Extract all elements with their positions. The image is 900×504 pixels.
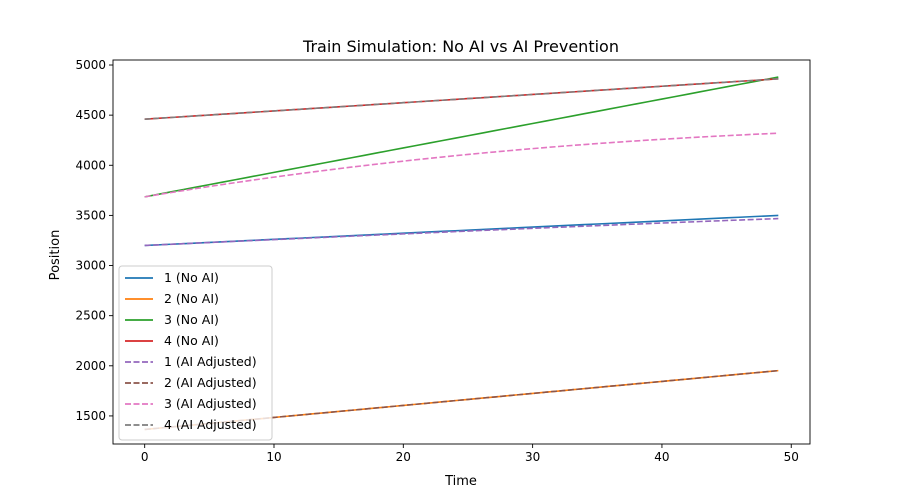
series-line-5 <box>144 217 779 247</box>
legend-label-3: 3 (No AI) <box>164 312 219 327</box>
y-tick-label: 3000 <box>75 259 106 273</box>
y-tick-label: 5000 <box>75 58 106 72</box>
y-tick-label: 2500 <box>75 309 106 323</box>
axes: 0 10 20 30 40 50 1500 2000 2500 3000 3500 4000 4500 5… <box>75 58 811 464</box>
legend-box <box>118 265 273 441</box>
y-tick-label: 4500 <box>75 108 106 122</box>
legend-label-1: 1 (No AI) <box>164 270 219 285</box>
legend-label-8: 4 (AI Adjusted) <box>164 417 257 432</box>
plot-frame <box>112 59 811 445</box>
legend-label-5: 1 (AI Adjusted) <box>164 354 257 369</box>
series-line-7 <box>144 132 779 198</box>
x-tick-label: 40 <box>654 450 669 464</box>
legend-label-6: 2 (AI Adjusted) <box>164 375 257 390</box>
legend-label-7: 3 (AI Adjusted) <box>164 396 257 411</box>
x-tick-label: 30 <box>525 450 540 464</box>
x-tick-label: 0 <box>141 450 149 464</box>
x-axis-label: Time <box>444 474 477 489</box>
y-tick-label: 3500 <box>75 208 106 222</box>
legend-label-2: 2 (No AI) <box>164 291 219 306</box>
series-line-3 <box>144 76 779 198</box>
x-tick-label: 10 <box>266 450 281 464</box>
x-tick-label: 50 <box>784 450 799 464</box>
y-tick-label: 2000 <box>75 359 106 373</box>
series-line-8 <box>144 78 779 120</box>
y-tick-label: 4000 <box>75 158 106 172</box>
legend: 1 (No AI) 2 (No AI) 3 (No AI) 4 (No AI) 1 (A… <box>118 265 273 441</box>
legend-label-4: 4 (No AI) <box>164 333 219 348</box>
y-axis-label: Position <box>48 230 63 281</box>
y-tick-label: 1500 <box>75 409 106 423</box>
chart-title: Train Simulation: No AI vs AI Prevention <box>302 37 619 56</box>
x-tick-label: 20 <box>396 450 411 464</box>
